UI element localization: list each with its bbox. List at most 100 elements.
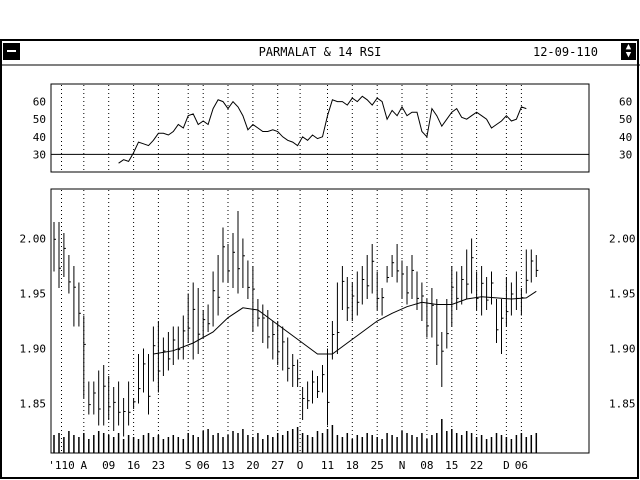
price-bar (386, 266, 390, 283)
price-bar (491, 271, 494, 305)
price-bar (371, 244, 375, 294)
price-bar (118, 381, 121, 426)
price-bar (128, 381, 131, 426)
chart-window: PARMALAT & 14 RSI 12-09-110 ▲ ▼ 60 60 50 50 4… (0, 39, 640, 480)
price-bar (416, 271, 419, 310)
price-bar (182, 315, 186, 360)
date-tick-label: 22 (470, 459, 483, 472)
price-bar (396, 244, 400, 283)
price-panel-frame (50, 188, 590, 454)
date-tick-label: 25 (371, 459, 384, 472)
price-bar (361, 266, 365, 305)
price-bar (331, 321, 335, 360)
price-bar (481, 266, 484, 316)
price-bar (451, 266, 454, 327)
price-tick-label-left: 1.85 (20, 398, 47, 411)
price-bar (376, 271, 380, 310)
rsi-tick-label-left: 30 (33, 148, 46, 161)
price-bar (143, 348, 146, 393)
up-down-arrows-icon[interactable]: ▲ ▼ (621, 43, 636, 60)
date-tick-label: O (297, 459, 304, 472)
price-bar (252, 266, 255, 332)
price-bar (98, 370, 101, 426)
price-bar (426, 299, 429, 338)
price-bar (227, 244, 230, 283)
system-menu-icon[interactable] (3, 43, 20, 60)
price-bar (103, 365, 106, 426)
price-bar (391, 255, 395, 277)
price-tick-label-left: 2.00 (20, 233, 47, 246)
rsi-tick-label-left: 50 (33, 113, 46, 126)
price-bar (177, 326, 181, 360)
date-tick-label: 11 (321, 459, 334, 472)
price-bar (505, 277, 509, 327)
price-bar (471, 238, 474, 294)
price-bar (322, 365, 325, 393)
price-bar (262, 304, 265, 343)
date-tick-label: 23 (152, 459, 165, 472)
price-bar (446, 299, 449, 349)
price-bar (148, 354, 151, 415)
date-axis: '110 A 09 16 23 S 06 13 20 27 O 11 18 25 N 08 15 22 D 06 (48, 459, 528, 472)
date-tick-label: N (399, 459, 406, 472)
price-bar (327, 348, 330, 426)
price-bar (302, 387, 305, 420)
price-bar (68, 255, 71, 294)
date-tick-label: A (80, 459, 87, 472)
price-bar (237, 211, 240, 294)
price-bar (108, 376, 111, 420)
volume-bars (53, 419, 538, 453)
price-bar (366, 255, 370, 299)
rsi-axis: 60 60 50 50 40 40 30 30 (33, 96, 633, 162)
price-bar (421, 282, 424, 321)
price-bar (525, 249, 529, 294)
price-bar (123, 398, 126, 437)
date-tick-label: 20 (246, 459, 259, 472)
price-bar (476, 271, 479, 310)
date-tick-label: 08 (420, 459, 433, 472)
price-bar (63, 233, 66, 277)
price-bar (297, 359, 300, 387)
price-bar (406, 266, 409, 305)
price-bar (207, 304, 211, 332)
rsi-tick-label-right: 30 (619, 148, 632, 161)
price-bar (73, 266, 76, 327)
date-tick-label: 13 (221, 459, 234, 472)
price-bar (88, 381, 91, 415)
price-bar (466, 249, 469, 299)
price-tick-label-right: 1.85 (609, 398, 636, 411)
price-bar (501, 299, 504, 354)
price-bar (202, 310, 206, 338)
rsi-series-line (118, 95, 527, 164)
date-tick-label: 06 (197, 459, 210, 472)
price-bar (530, 249, 534, 283)
price-bar (247, 260, 250, 299)
price-bar (187, 293, 191, 343)
price-bar (242, 238, 245, 288)
price-axis: 2.00 2.00 1.95 1.95 1.90 1.90 1.85 1.85 (20, 233, 636, 411)
price-bar (461, 266, 464, 305)
price-bar (436, 299, 439, 365)
date-tick-label: 06 (515, 459, 528, 472)
price-bar (356, 271, 360, 316)
window-frame (0, 39, 639, 479)
price-bars (53, 211, 539, 437)
price-bar (411, 255, 414, 299)
price-bar (351, 282, 355, 321)
date-tick-label: '110 (48, 459, 75, 472)
price-tick-label-left: 1.90 (20, 343, 47, 356)
price-bar (58, 222, 61, 288)
chart-date: 12-09-110 (532, 45, 598, 59)
rsi-panel: 60 60 50 50 40 40 30 30 (33, 83, 633, 173)
price-bar (287, 337, 290, 382)
moving-average-line (153, 290, 537, 355)
price-bar (217, 255, 221, 316)
rsi-tick-label-right: 40 (619, 131, 632, 144)
date-tick-label: 09 (102, 459, 115, 472)
title-bar: PARMALAT & 14 RSI 12-09-110 ▲ ▼ (0, 39, 640, 66)
price-bar (535, 255, 539, 277)
price-bar (441, 332, 444, 387)
price-bar (341, 266, 345, 310)
price-bar (83, 315, 86, 398)
price-tick-label-right: 1.90 (609, 343, 636, 356)
